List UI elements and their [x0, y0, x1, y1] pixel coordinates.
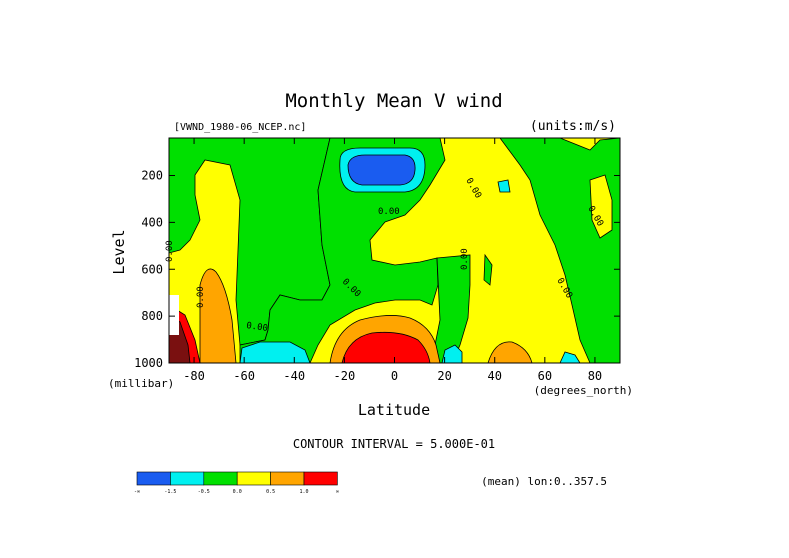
plot-area — [169, 138, 620, 363]
colorbar-swatch — [170, 471, 205, 486]
red-region-surface — [341, 331, 431, 363]
y-axis-label: Level — [110, 229, 128, 274]
contour-label: 0.00 — [378, 207, 400, 217]
x-tick-label: -60 — [233, 369, 255, 383]
colorbar-label: -0.5 — [198, 489, 210, 495]
colorbar-label: -∞ — [134, 489, 140, 495]
orange-region-north-surface — [487, 341, 533, 363]
x-axis-ticks: -80 -60 -40 -20 0 20 40 60 80 — [183, 138, 602, 383]
colorbar-label: 1.0 — [299, 489, 308, 495]
x-tick-label: -20 — [334, 369, 356, 383]
y-tick-label: 600 — [141, 262, 163, 276]
footer-note: (mean) lon:0..357.5 — [481, 475, 607, 488]
contour-label: 0.00 — [196, 286, 206, 308]
contour-label: 0.00 — [246, 321, 269, 334]
y-tick-label: 800 — [141, 309, 163, 323]
colorbar-label: 0.5 — [266, 489, 275, 495]
y-units-label: (millibar) — [108, 377, 174, 390]
y-axis-ticks: 200 400 600 800 1000 — [134, 169, 620, 370]
x-tick-label: 0 — [391, 369, 398, 383]
x-tick-label: 80 — [588, 369, 602, 383]
x-tick-label: 60 — [538, 369, 552, 383]
cyan-region-north-upper — [497, 179, 511, 193]
y-tick-label: 200 — [141, 169, 163, 183]
x-tick-label: -40 — [283, 369, 305, 383]
white-missing-region — [169, 295, 179, 335]
colorbar-swatch — [136, 471, 171, 486]
contour-label: 0.00 — [460, 248, 470, 270]
colorbar-label: -1.5 — [164, 489, 176, 495]
colorbar-swatch — [303, 471, 338, 486]
x-units-label: (degrees_north) — [534, 384, 633, 397]
colorbar: -∞ -1.5 -0.5 0.0 0.5 1.0 ∞ — [134, 471, 339, 495]
x-tick-label: -80 — [183, 369, 205, 383]
dataset-label: [VWND_1980-06_NCEP.nc] — [174, 122, 306, 133]
green-region-tropics — [239, 138, 446, 363]
green-region-north — [499, 138, 620, 363]
contour-label: 0.00 — [165, 240, 175, 262]
chart-title: Monthly Mean V wind — [285, 90, 502, 112]
x-tick-label: 20 — [437, 369, 451, 383]
units-label: (units:m/s) — [530, 119, 616, 134]
cyan-region-north-surface — [559, 351, 581, 363]
y-tick-label: 1000 — [134, 356, 163, 370]
cyan-region-surface-tropics — [441, 344, 463, 363]
x-tick-label: 40 — [487, 369, 501, 383]
x-axis-label: Latitude — [358, 401, 430, 419]
colorbar-swatch — [236, 471, 271, 486]
colorbar-label: ∞ — [336, 489, 339, 495]
y-tick-label: 400 — [141, 215, 163, 229]
yellow-patch-north — [589, 174, 613, 239]
colorbar-label: 0.0 — [233, 489, 242, 495]
colorbar-swatch — [203, 471, 238, 486]
colorbar-swatch — [270, 471, 305, 486]
green-region-north-small — [483, 253, 493, 286]
contour-interval-text: CONTOUR INTERVAL = 5.000E-01 — [293, 437, 495, 451]
orange-region-south-surface — [199, 268, 237, 363]
cyan-region-south-surface — [239, 341, 311, 363]
blue-region-upper — [347, 154, 416, 186]
